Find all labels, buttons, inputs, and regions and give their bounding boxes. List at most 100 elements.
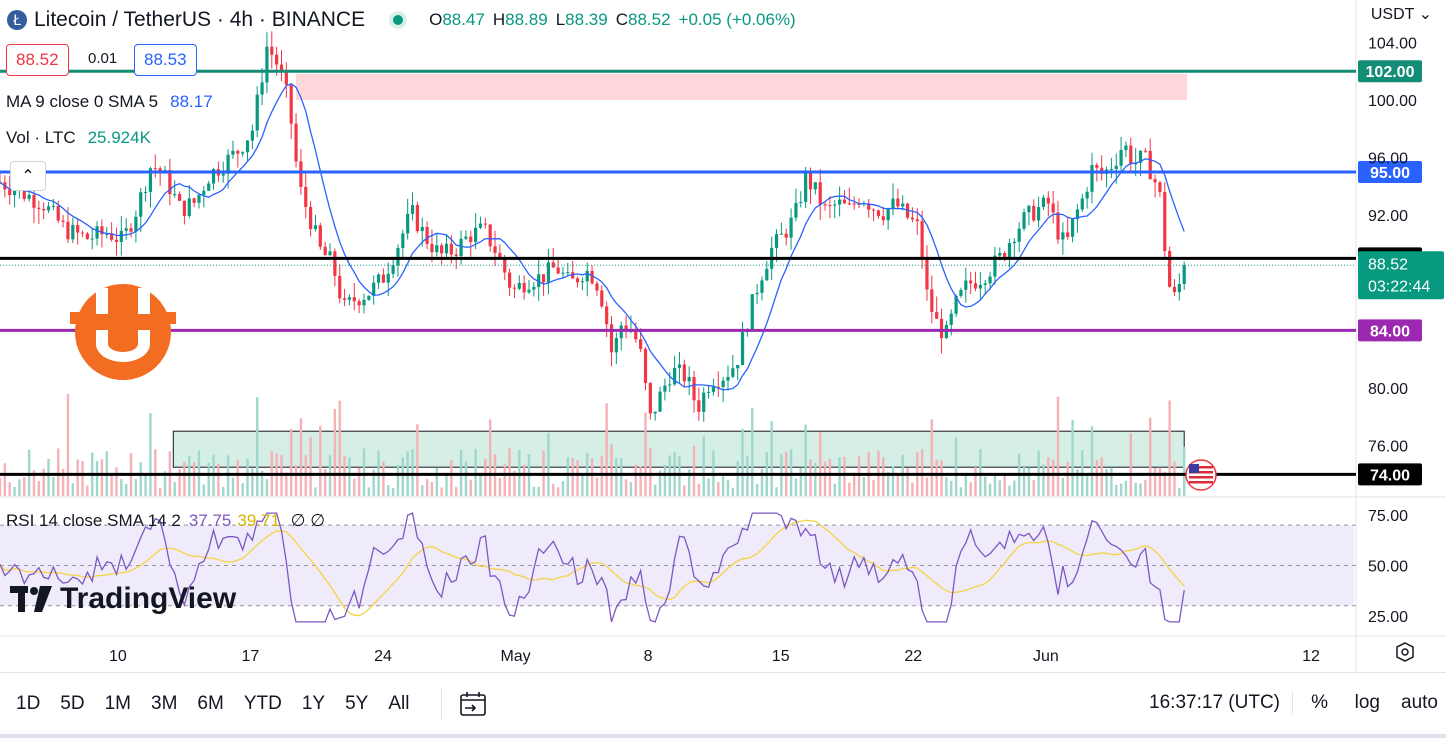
resistance-zone [296,74,1188,100]
volume-bar [1095,460,1099,496]
volume-bar [819,432,822,496]
candle-body [342,298,347,300]
candle-body [954,295,958,314]
candle-body [998,252,1002,256]
candle-body [1046,197,1050,204]
candle-body [537,274,541,287]
volume-bar [925,477,929,496]
candle-body [313,225,318,230]
utc-clock[interactable]: 16:37:17 (UTC) [1149,692,1280,713]
candle-body [702,392,706,412]
range-button-3m[interactable]: 3M [151,693,178,714]
ohlc-key: L [555,10,566,29]
currency-selector[interactable]: USDT ⌄ [1371,4,1432,24]
candle-body [415,205,419,232]
volume-legend[interactable]: Vol · LTC 25.924K [6,128,151,148]
volume-bar [581,473,584,496]
watermark-logo-slot [138,288,150,314]
candle-body [265,46,269,83]
candle-body [236,150,240,154]
candle-body [71,224,75,240]
volume-bar [1032,479,1035,496]
candle-body [284,72,288,85]
flag-stripe [1189,476,1213,479]
candle-body [915,219,919,222]
volume-bar [294,465,298,496]
candle-body [653,411,657,414]
candle-body [867,203,871,210]
candle-body [561,272,565,274]
ohlc-values: O88.47 H88.89 L88.39 C88.52 +0.05 (+0.06%) [429,10,796,30]
chevron-up-icon: ⌃ [21,168,35,185]
auto-scale-button[interactable]: auto [1401,692,1438,713]
tradingview-logo[interactable]: TradingView [10,582,236,616]
volume-bar [707,478,710,496]
log-scale-button[interactable]: log [1354,692,1380,713]
ma-legend[interactable]: MA 9 close 0 SMA 5 88.17 [6,92,213,112]
candle-body [871,209,876,211]
volume-bar [1061,478,1065,496]
volume-bar [1149,417,1152,496]
volume-bar [241,483,244,496]
candle-body [556,267,560,274]
range-button-1y[interactable]: 1Y [301,693,326,714]
volume-bar [940,460,943,496]
candle-body [483,223,487,225]
range-button-5d[interactable]: 5D [60,693,85,714]
range-button-1m[interactable]: 1M [104,693,131,714]
volume-bar [697,483,701,496]
volume-bar [1003,475,1006,496]
rsi-sma-value: 39.71 [237,511,280,530]
candle-body [148,168,153,192]
candle-body [226,154,230,174]
chart-canvas[interactable]: 102.0095.0089.0084.0074.0088.5203:22:441… [0,0,1446,672]
volume-bar [256,397,259,496]
candle-body [634,329,638,340]
volume-bar [37,480,41,496]
volume-bar [886,471,890,496]
candle-body [687,377,691,382]
candle-body [881,216,885,221]
candle-body [828,205,832,207]
candle-body [818,182,822,205]
volume-bar [474,448,477,496]
symbol-title[interactable]: Litecoin / TetherUS · 4h · BINANCE [34,8,366,31]
candle-body [42,208,46,211]
date-range-button[interactable] [441,688,488,720]
volume-bar [687,469,691,496]
sell-price-button[interactable]: 88.52 [6,44,69,76]
level-tag-102.00 [1358,60,1422,83]
volume-bar [1119,483,1123,496]
collapse-legend-button[interactable]: ⌃ [10,161,46,191]
range-button-1d[interactable]: 1D [16,693,41,714]
range-button-ytd[interactable]: YTD [243,693,282,714]
volume-bar [1110,467,1113,496]
x-tick-label: 12 [1302,648,1320,665]
volume-bar [401,457,405,496]
candle-body [318,225,322,247]
level-tag-74.00 [1358,463,1422,486]
volume-bar [969,482,972,496]
buy-price-button[interactable]: 88.53 [134,44,197,76]
volume-bar [857,456,861,496]
candle-body [978,284,982,289]
volume-bar [47,458,50,496]
volume-bar [571,457,574,496]
candle-body [76,224,80,233]
volume-bar [100,459,104,496]
candle-body [750,294,754,332]
volume-bar [222,486,225,496]
candle-body [774,234,779,248]
volume-bar [1153,468,1157,496]
range-button-5y[interactable]: 5Y [345,693,369,714]
volume-bar [964,474,967,496]
candle-body [22,187,26,199]
candle-body [1007,243,1012,259]
candle-body [386,273,390,283]
percent-scale-button[interactable]: % [1292,692,1328,714]
x-tick-label: 8 [644,648,653,665]
rsi-legend[interactable]: RSI 14 close SMA 14 2 37.75 39.71 ∅ ∅ [6,511,325,531]
range-button-6m[interactable]: 6M [197,693,224,714]
watermark-logo-icon [70,284,176,380]
range-button-all[interactable]: All [388,693,410,714]
